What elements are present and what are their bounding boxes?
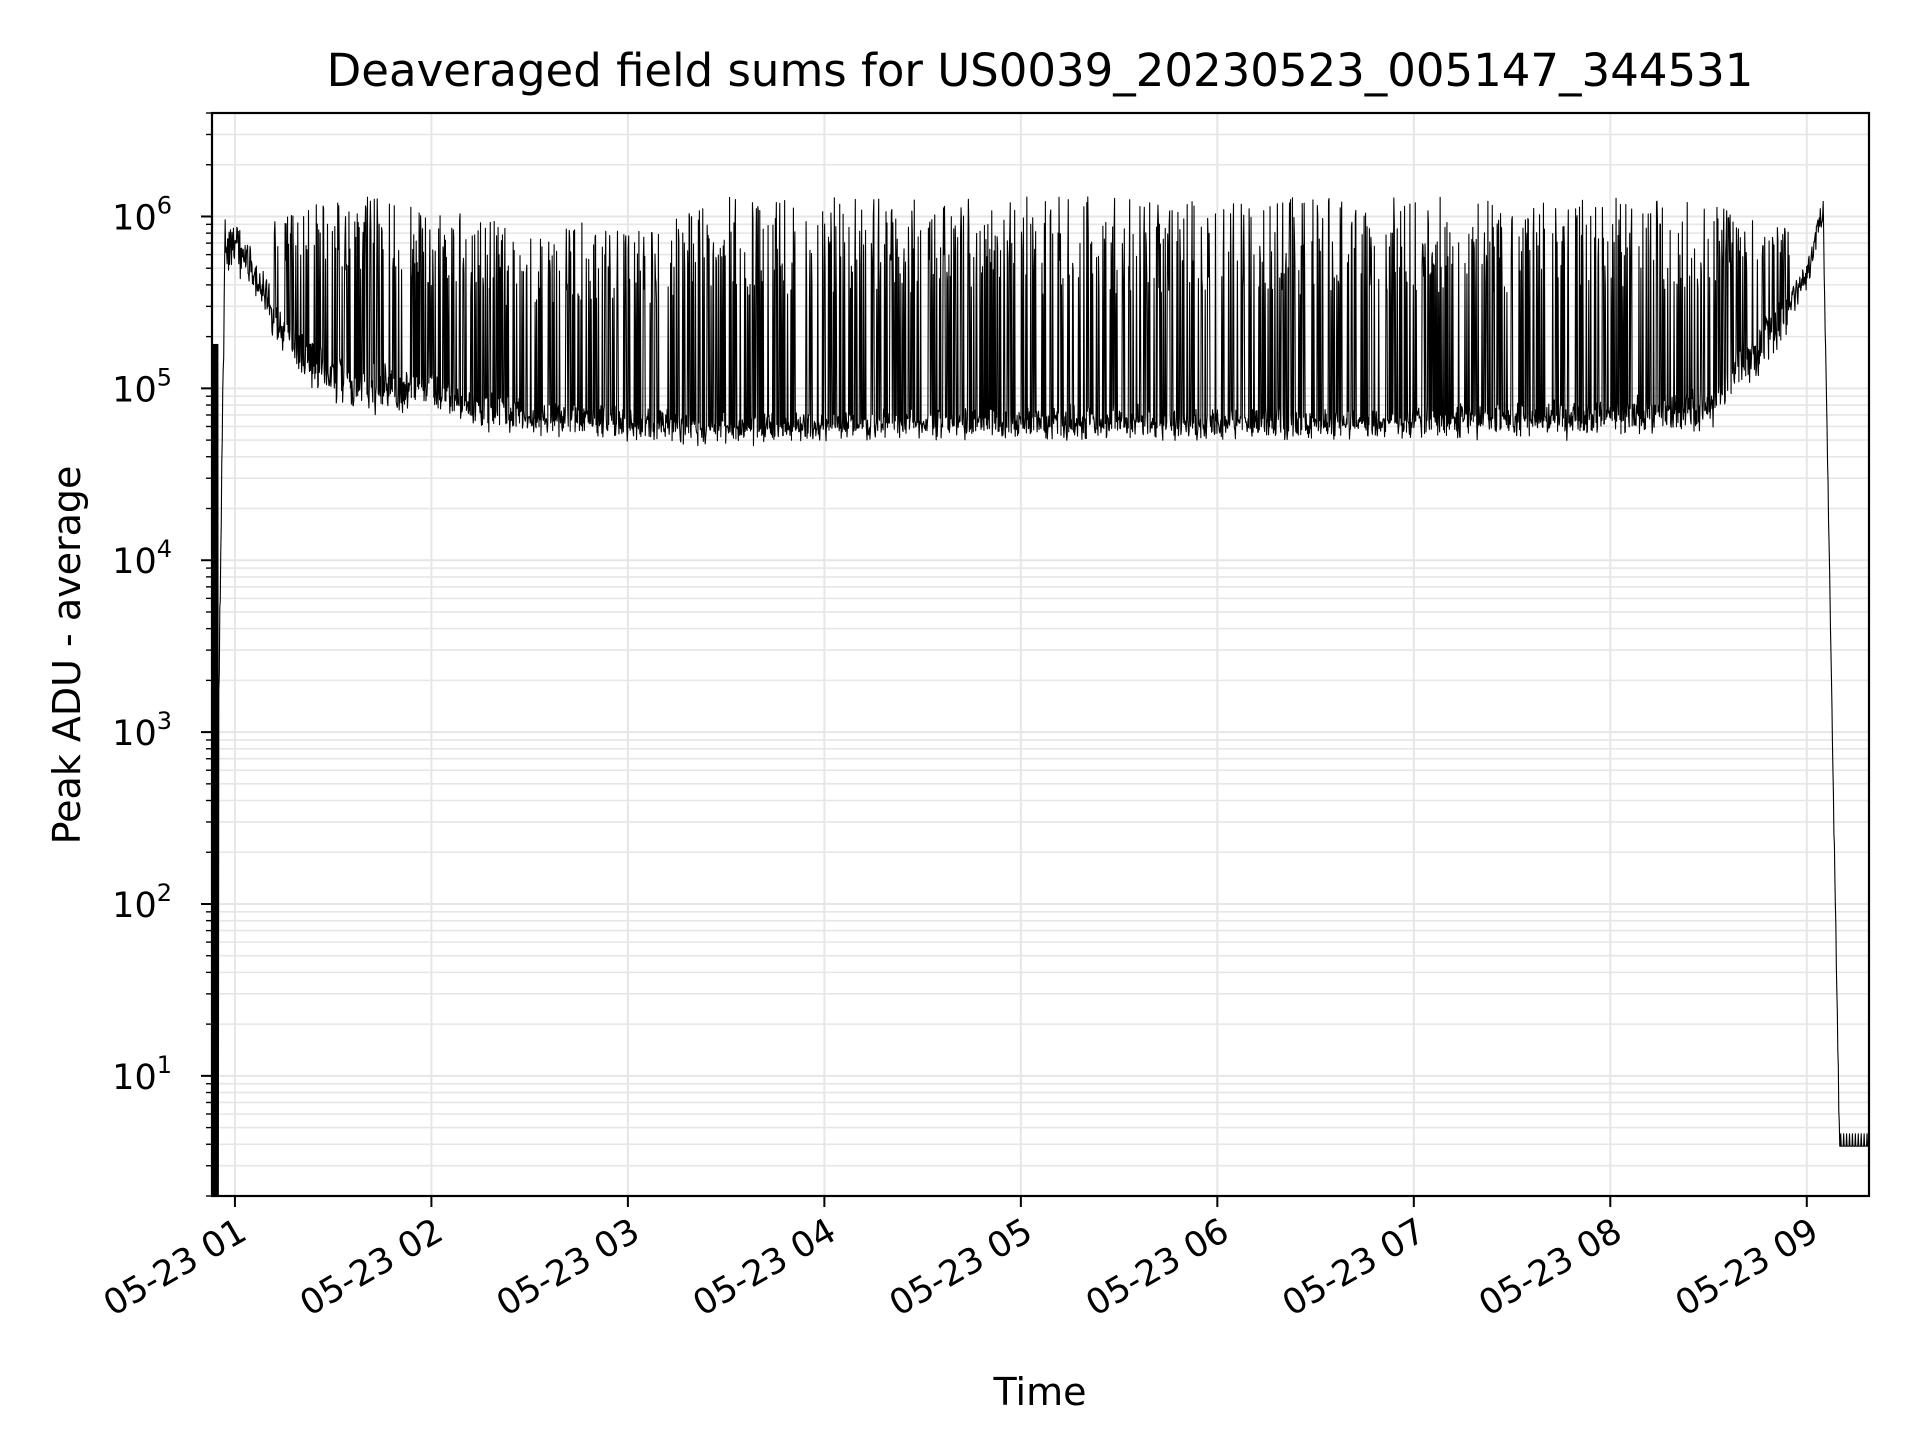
x-tick-label: 05-23 01 bbox=[97, 1211, 253, 1324]
y-tick-label: 102 bbox=[112, 879, 172, 926]
y-tick-label: 103 bbox=[112, 707, 172, 754]
x-tick-label: 05-23 05 bbox=[883, 1211, 1039, 1324]
plot-frame bbox=[210, 111, 1871, 1198]
series-layer bbox=[211, 196, 1870, 1197]
y-axis-label: Peak ADU - average bbox=[45, 466, 89, 845]
chart-title: Deaveraged field sums for US0039_2023052… bbox=[327, 44, 1754, 97]
x-axis-label: Time bbox=[993, 1370, 1087, 1414]
series-line bbox=[211, 196, 1870, 1197]
y-tick-label: 105 bbox=[112, 363, 172, 410]
x-tick-label: 05-23 09 bbox=[1669, 1211, 1825, 1324]
x-tick-label: 05-23 08 bbox=[1473, 1211, 1629, 1324]
y-tick-label: 106 bbox=[112, 191, 172, 238]
x-tick-label: 05-23 06 bbox=[1080, 1211, 1236, 1324]
x-tick-label: 05-23 04 bbox=[687, 1211, 843, 1324]
y-tick-label: 104 bbox=[112, 535, 172, 582]
y-tick-label: 101 bbox=[112, 1051, 172, 1098]
x-tick-label: 05-23 07 bbox=[1276, 1211, 1432, 1324]
x-tick-label: 05-23 02 bbox=[294, 1211, 450, 1324]
x-tick-label: 05-23 03 bbox=[490, 1211, 646, 1324]
